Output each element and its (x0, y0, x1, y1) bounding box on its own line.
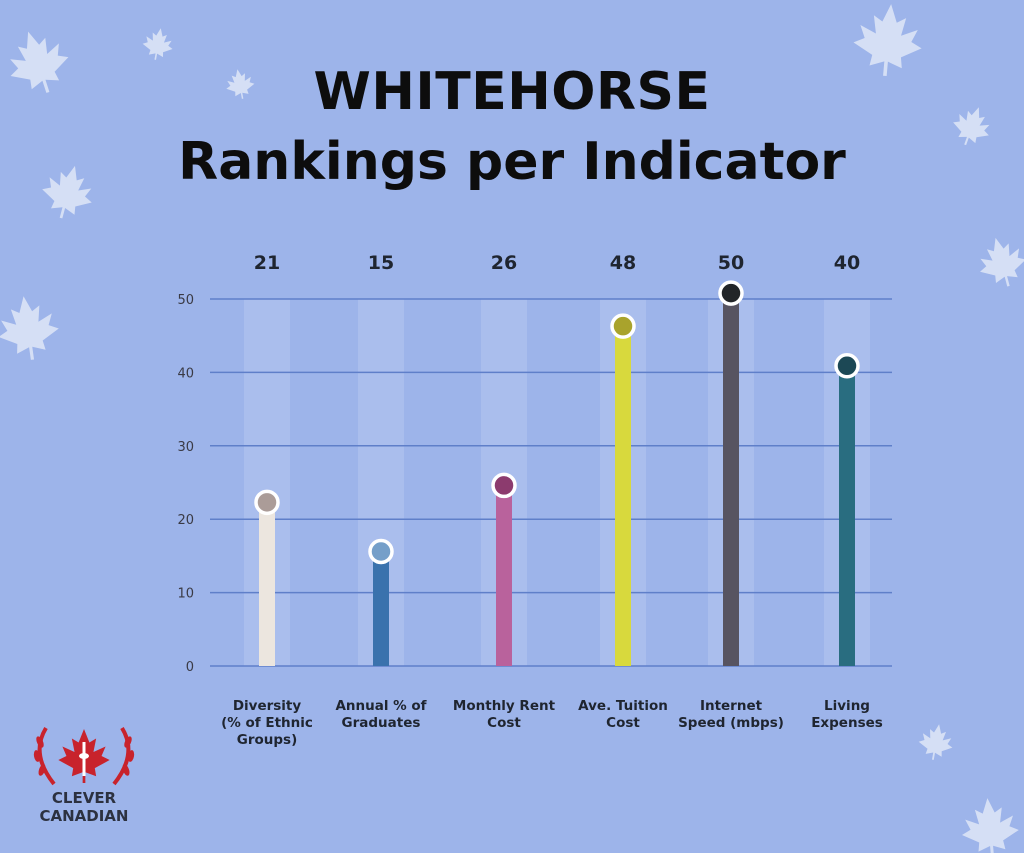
category-label: Ave. Tuition Cost (578, 698, 668, 731)
bar (723, 293, 739, 666)
bar (373, 551, 389, 666)
bar-marker (718, 280, 744, 306)
bar-marker (834, 353, 860, 379)
page-subtitle: Rankings per Indicator (178, 132, 846, 192)
maple-leaf-wreath-icon (33, 726, 135, 786)
y-tick-label: 10 (177, 587, 194, 602)
value-label: 50 (718, 252, 744, 274)
value-label: 21 (254, 252, 280, 274)
category-label: Internet Speed (mbps) (678, 698, 784, 731)
y-tick-label: 30 (177, 440, 194, 455)
page-title: WHITEHORSE (313, 62, 711, 122)
category-label: Diversity (% of Ethnic Groups) (221, 698, 313, 748)
category-label: Monthly Rent Cost (453, 698, 556, 731)
value-label: 48 (610, 252, 636, 274)
value-label: 26 (491, 252, 517, 274)
bar-marker (254, 489, 280, 516)
category-label: Living Expenses (811, 698, 883, 731)
y-tick-label: 40 (177, 366, 194, 381)
y-tick-label: 50 (177, 293, 194, 308)
bar (259, 502, 275, 666)
logo-text-line2: CANADIAN (39, 807, 129, 825)
bar-marker (368, 538, 394, 565)
category-label: Annual % of Graduates (335, 698, 426, 731)
bar (839, 365, 855, 666)
y-tick-label: 20 (177, 513, 194, 528)
bar-marker (491, 472, 517, 499)
bar (496, 485, 512, 666)
value-label: 40 (834, 252, 860, 274)
bar-marker (610, 313, 636, 339)
y-tick-label: 0 (186, 660, 194, 675)
value-label: 15 (368, 252, 394, 274)
logo-text-line1: CLEVER (51, 789, 117, 807)
bar (615, 326, 631, 666)
